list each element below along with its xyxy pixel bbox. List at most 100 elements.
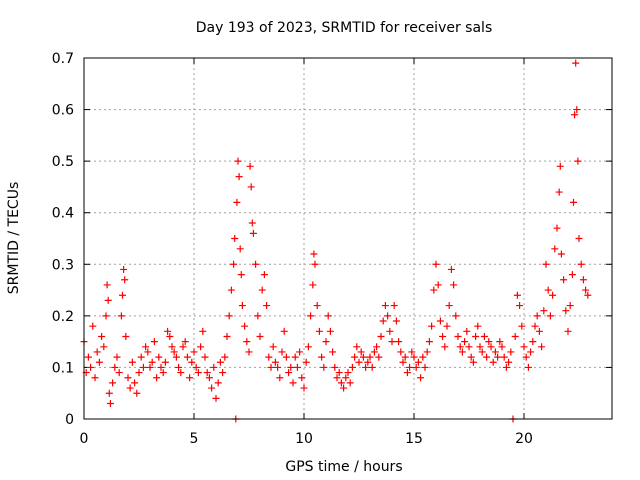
data-point bbox=[192, 363, 200, 371]
data-point bbox=[572, 59, 580, 67]
data-point bbox=[450, 281, 458, 289]
x-tick-label: 20 bbox=[515, 431, 533, 447]
data-point bbox=[544, 286, 552, 294]
data-point bbox=[428, 322, 436, 330]
data-point bbox=[172, 353, 180, 361]
data-point bbox=[469, 358, 477, 366]
data-point bbox=[331, 363, 339, 371]
data-point bbox=[313, 302, 321, 310]
data-point bbox=[491, 348, 499, 356]
data-point bbox=[271, 358, 279, 366]
data-point bbox=[199, 327, 207, 335]
x-axis-label: GPS time / hours bbox=[285, 459, 402, 475]
data-point bbox=[89, 322, 97, 330]
data-point bbox=[164, 327, 172, 335]
data-point bbox=[445, 302, 453, 310]
data-point bbox=[234, 157, 242, 165]
data-point bbox=[337, 379, 345, 387]
data-point bbox=[115, 369, 123, 377]
data-point bbox=[252, 260, 260, 268]
data-point bbox=[522, 353, 530, 361]
data-point bbox=[447, 265, 455, 273]
data-point bbox=[310, 250, 318, 258]
data-point bbox=[87, 363, 95, 371]
data-point bbox=[555, 188, 563, 196]
data-point bbox=[507, 348, 515, 356]
data-point bbox=[216, 358, 224, 366]
data-point bbox=[285, 369, 293, 377]
data-point bbox=[348, 363, 356, 371]
y-tick-label: 0.5 bbox=[52, 154, 74, 170]
data-point bbox=[105, 389, 113, 397]
data-point bbox=[441, 343, 449, 351]
data-point bbox=[324, 312, 332, 320]
data-point bbox=[179, 343, 187, 351]
data-point bbox=[113, 353, 121, 361]
data-point bbox=[84, 353, 92, 361]
data-points bbox=[80, 59, 592, 423]
data-point bbox=[570, 198, 577, 206]
data-point bbox=[538, 343, 546, 351]
data-point bbox=[489, 358, 497, 366]
data-point bbox=[98, 332, 106, 340]
data-point bbox=[480, 332, 488, 340]
data-point bbox=[135, 369, 143, 377]
data-point bbox=[364, 358, 372, 366]
y-tick-label: 0.7 bbox=[52, 51, 74, 67]
data-point bbox=[452, 312, 460, 320]
data-point bbox=[139, 363, 147, 371]
data-point bbox=[494, 353, 502, 361]
data-point bbox=[210, 363, 218, 371]
data-point bbox=[293, 363, 301, 371]
data-point bbox=[148, 358, 156, 366]
data-point bbox=[219, 369, 227, 377]
data-point bbox=[243, 338, 251, 346]
data-point bbox=[560, 276, 568, 284]
data-point bbox=[575, 235, 583, 242]
data-point bbox=[131, 379, 139, 387]
data-point bbox=[381, 302, 389, 310]
data-point bbox=[584, 291, 592, 299]
data-point bbox=[157, 363, 165, 371]
data-point bbox=[406, 363, 414, 371]
data-point bbox=[315, 327, 323, 335]
data-point bbox=[582, 286, 590, 294]
data-point bbox=[502, 363, 510, 371]
data-point bbox=[529, 338, 537, 346]
data-point bbox=[496, 338, 504, 346]
data-point bbox=[267, 363, 275, 371]
gridlines bbox=[84, 58, 612, 419]
data-point bbox=[366, 353, 374, 361]
data-point bbox=[498, 343, 506, 351]
data-point bbox=[142, 343, 150, 351]
data-point bbox=[540, 307, 548, 315]
data-point bbox=[124, 374, 132, 382]
data-point bbox=[155, 353, 163, 361]
data-point bbox=[513, 291, 521, 299]
data-point bbox=[309, 281, 317, 289]
data-point bbox=[531, 322, 539, 330]
data-point bbox=[564, 327, 572, 335]
data-point bbox=[542, 260, 550, 268]
data-point bbox=[434, 281, 442, 289]
data-point bbox=[566, 302, 574, 310]
data-point bbox=[386, 327, 394, 335]
data-point bbox=[276, 374, 284, 382]
data-point bbox=[520, 343, 528, 351]
data-point bbox=[298, 374, 306, 382]
y-tick-label: 0.3 bbox=[52, 257, 74, 273]
data-point bbox=[474, 322, 482, 330]
y-axis-label: SRMTID / TECUs bbox=[6, 182, 22, 295]
data-point bbox=[414, 358, 422, 366]
data-point bbox=[302, 358, 310, 366]
data-point bbox=[377, 332, 385, 340]
data-point bbox=[102, 312, 110, 320]
data-point bbox=[119, 291, 126, 299]
data-point bbox=[556, 162, 564, 170]
data-point bbox=[463, 327, 471, 335]
data-point bbox=[181, 338, 189, 346]
data-point bbox=[326, 327, 334, 335]
data-point bbox=[549, 291, 557, 299]
